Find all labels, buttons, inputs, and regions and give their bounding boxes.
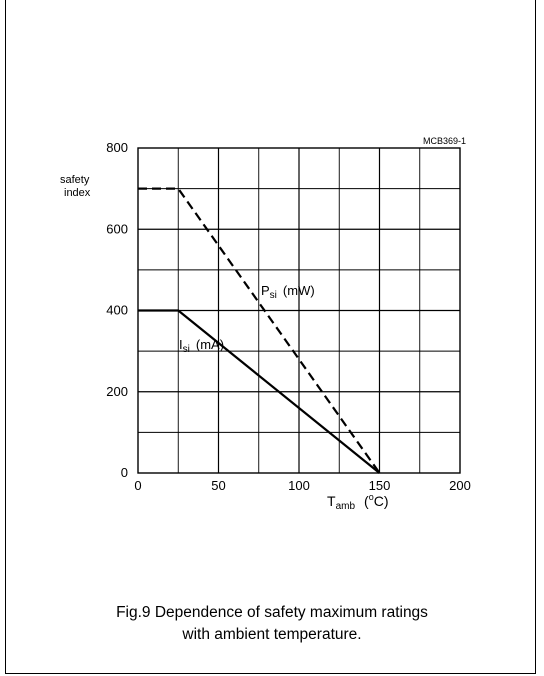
caption-line-2: with ambient temperature. bbox=[182, 626, 362, 643]
x-axis-label: Tamb (oC) bbox=[327, 492, 388, 512]
y-tick-label: 600 bbox=[106, 221, 128, 236]
caption-line-1: Fig.9 Dependence of safety maximum ratin… bbox=[116, 604, 428, 621]
x-tick-label: 0 bbox=[134, 478, 141, 493]
x-tick-label: 150 bbox=[369, 478, 391, 493]
grid bbox=[137, 147, 461, 474]
chart-id-label: MCB369-1 bbox=[423, 136, 466, 146]
x-tick-label: 200 bbox=[449, 478, 471, 493]
series-lines bbox=[138, 187, 381, 474]
series-line-psi bbox=[138, 187, 381, 474]
safety-chart: 0 50 100 150 200 0 200 400 600 800 MCB369-1 safet… bbox=[60, 136, 471, 512]
figure-frame bbox=[5, 0, 536, 674]
y-tick-label: 400 bbox=[106, 303, 128, 318]
x-tick-label: 100 bbox=[288, 478, 310, 493]
series-line-isi bbox=[138, 309, 381, 474]
series-label-isi: Isi (mA) bbox=[179, 337, 224, 355]
figure-caption: Fig.9 Dependence of safety maximum ratin… bbox=[0, 602, 544, 646]
x-tick-label: 50 bbox=[211, 478, 225, 493]
y-axis-label-line1: safety bbox=[60, 174, 90, 186]
series-label-psi: Psi (mW) bbox=[261, 283, 315, 301]
y-tick-label: 200 bbox=[106, 384, 128, 399]
y-tick-label: 0 bbox=[121, 465, 128, 480]
y-axis-label-line2: index bbox=[64, 187, 91, 199]
y-tick-label: 800 bbox=[106, 140, 128, 155]
tick-labels: 0 50 100 150 200 0 200 400 600 800 bbox=[106, 140, 471, 493]
